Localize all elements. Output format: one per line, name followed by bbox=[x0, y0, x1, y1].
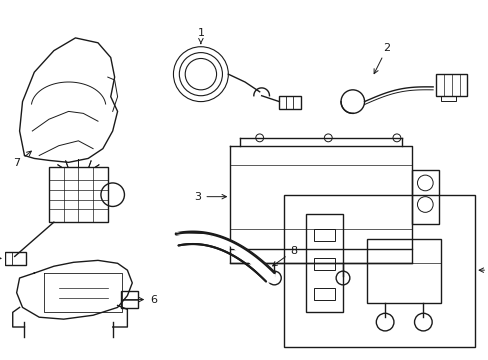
Bar bbox=[313, 229, 334, 241]
Text: 1: 1 bbox=[197, 28, 204, 44]
Text: 7: 7 bbox=[13, 151, 31, 168]
Text: 5: 5 bbox=[0, 253, 1, 264]
Bar bbox=[305, 214, 342, 312]
Bar bbox=[5, 252, 26, 265]
Bar bbox=[49, 167, 107, 222]
Bar bbox=[284, 195, 474, 347]
Text: 6: 6 bbox=[123, 294, 157, 305]
Bar bbox=[411, 170, 438, 224]
Text: 2: 2 bbox=[373, 43, 390, 74]
Bar bbox=[440, 96, 455, 100]
Bar bbox=[435, 74, 467, 96]
Bar bbox=[279, 96, 300, 109]
Text: 8: 8 bbox=[272, 246, 297, 266]
Bar bbox=[313, 288, 334, 300]
Bar bbox=[313, 258, 334, 270]
Bar bbox=[367, 239, 440, 302]
Text: 4: 4 bbox=[478, 265, 488, 275]
Bar bbox=[120, 291, 138, 309]
Text: 3: 3 bbox=[194, 192, 226, 202]
